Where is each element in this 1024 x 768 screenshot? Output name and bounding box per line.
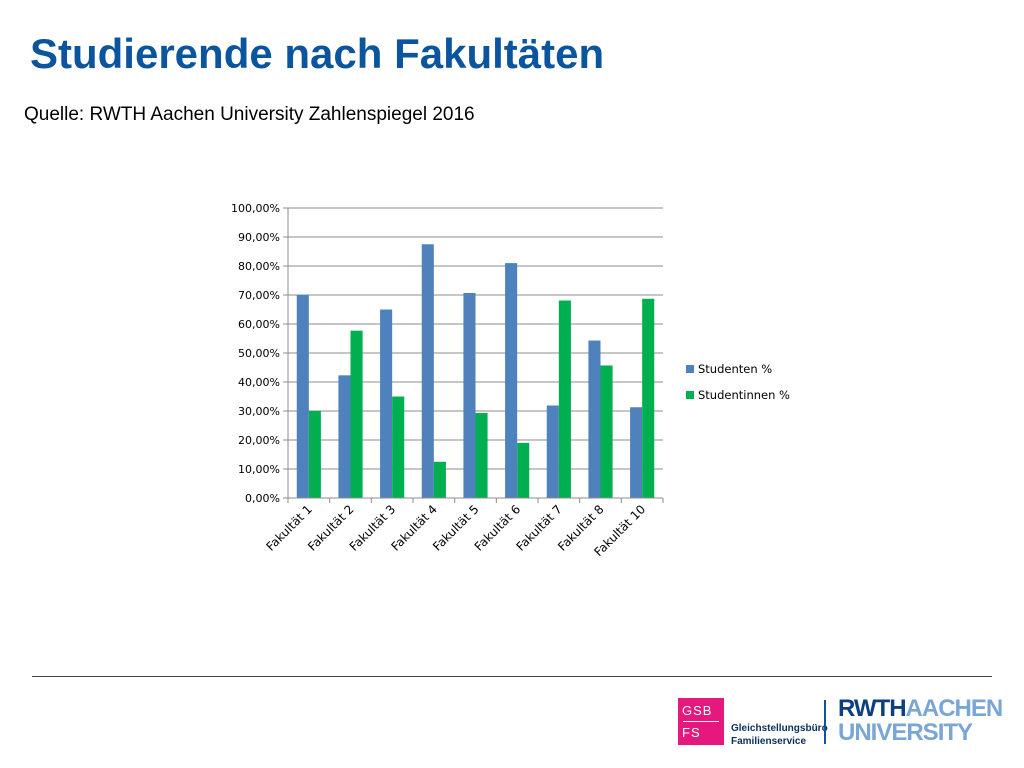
logo-separator	[824, 700, 826, 744]
bar	[296, 295, 309, 498]
bar	[380, 309, 393, 498]
y-tick-label: 90,00%	[238, 231, 280, 244]
gsb-name-line1: Gleichstellungsbüro	[731, 723, 828, 734]
bar	[308, 411, 321, 498]
y-tick-label: 50,00%	[238, 347, 280, 360]
y-tick-label: 30,00%	[238, 405, 280, 418]
bar	[517, 442, 530, 498]
rwth-logo-university: UNIVERSITY	[838, 719, 973, 746]
gsb-logo-line2: FS	[682, 725, 701, 740]
y-tick-label: 20,00%	[238, 434, 280, 447]
legend-swatch	[686, 365, 694, 373]
gsb-logo-divider	[683, 721, 719, 722]
bar	[475, 413, 488, 498]
gsb-name-line2: Familienservice	[731, 736, 807, 747]
legend-swatch	[686, 391, 694, 399]
bar	[546, 405, 559, 498]
bar	[558, 300, 571, 498]
footer-divider	[32, 676, 992, 677]
bar	[421, 244, 434, 498]
legend-label: Studenten %	[698, 362, 772, 376]
legend-label: Studentinnen %	[698, 388, 790, 402]
chart-legend: Studenten % Studentinnen %	[686, 362, 790, 402]
bar	[642, 298, 655, 498]
bar	[505, 263, 518, 498]
gsb-logo-line1: GSB	[682, 703, 713, 718]
gsb-logo: GSB FS	[678, 698, 724, 745]
slide-title: Studierende nach Fakultäten	[30, 30, 605, 77]
y-tick-label: 60,00%	[238, 318, 280, 331]
slide-subtitle: Quelle: RWTH Aachen University Zahlenspi…	[24, 104, 475, 125]
bar	[392, 396, 405, 498]
bar	[463, 292, 476, 498]
bar	[588, 340, 601, 498]
y-tick-label: 0,00%	[245, 492, 280, 505]
y-tick-label: 80,00%	[238, 260, 280, 273]
bar	[433, 461, 446, 498]
y-tick-label: 70,00%	[238, 289, 280, 302]
bar	[350, 330, 363, 498]
y-tick-label: 10,00%	[238, 463, 280, 476]
rwth-logo-aachen: AACHEN	[905, 695, 1004, 722]
chart-bars	[296, 244, 655, 498]
y-tick-label: 100,00%	[231, 202, 280, 215]
rwth-logo: RWTHAACHEN UNIVERSITY	[838, 695, 1004, 746]
bar	[630, 407, 643, 498]
bar	[600, 365, 613, 498]
y-tick-label: 40,00%	[238, 376, 280, 389]
bar	[338, 375, 351, 498]
rwth-logo-rwth: RWTH	[838, 695, 907, 722]
